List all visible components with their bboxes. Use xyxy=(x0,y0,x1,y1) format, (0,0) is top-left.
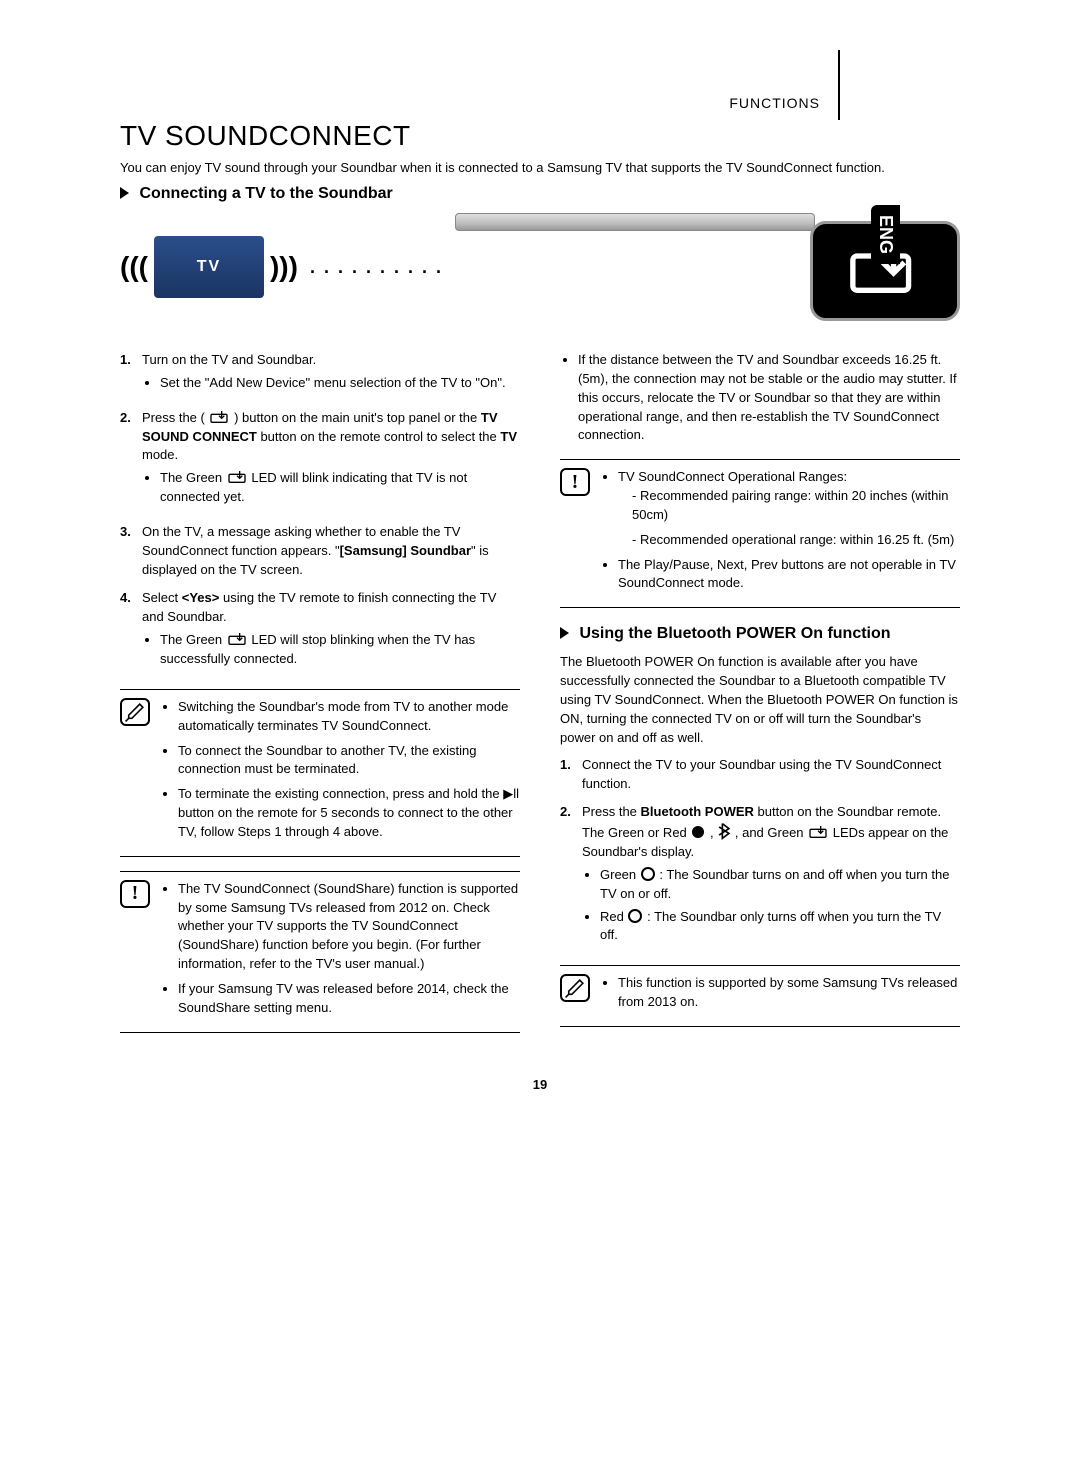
dots-icon: . . . . . . . . . . xyxy=(310,257,443,278)
step-num: 2. xyxy=(560,803,582,951)
step-2a: Press the ( xyxy=(142,410,205,425)
note-c1a: Recommended pairing range: within 20 inc… xyxy=(632,487,960,525)
pencil-icon xyxy=(564,977,586,999)
bt-sub-r-b: : The Soundbar only turns off when you t… xyxy=(600,909,941,943)
source-icon xyxy=(208,409,230,425)
manual-page: FUNCTIONS ENG TV SOUNDCONNECT You can en… xyxy=(0,0,1080,1152)
step-3: 3. On the TV, a message asking whether t… xyxy=(120,523,520,580)
step-1-sub: Set the "Add New Device" menu selection … xyxy=(160,374,506,393)
step-2-sub-a: The Green xyxy=(160,470,226,485)
note-b1: The TV SoundConnect (SoundShare) functio… xyxy=(178,880,520,974)
step-3bold: [Samsung] Soundbar xyxy=(340,543,471,558)
bt-intro: The Bluetooth POWER On function is avail… xyxy=(560,653,960,747)
note-icon xyxy=(120,698,150,726)
page-number: 19 xyxy=(120,1077,960,1092)
note-box-bt-support: This function is supported by some Samsu… xyxy=(560,965,960,1027)
step-num: 4. xyxy=(120,589,142,674)
note-body: The TV SoundConnect (SoundShare) functio… xyxy=(160,880,520,1024)
bt-step-1-text: Connect the TV to your Soundbar using th… xyxy=(582,756,960,794)
bt-2c: , xyxy=(710,825,717,840)
step-2bold2: TV xyxy=(500,429,517,444)
bluetooth-icon xyxy=(717,822,731,840)
step-num: 1. xyxy=(120,351,142,399)
note-body: TV SoundConnect Operational Ranges: Reco… xyxy=(600,468,960,599)
bt-sub-red: Red : The Soundbar only turns off when y… xyxy=(600,908,960,946)
source-icon xyxy=(807,824,829,840)
bt-step-2: 2. Press the Bluetooth POWER button on t… xyxy=(560,803,960,951)
bt-2bold: Bluetooth POWER xyxy=(641,804,754,819)
page-title: TV SOUNDCONNECT xyxy=(120,120,960,152)
tv-screen: TV xyxy=(154,236,264,298)
note-b2: If your Samsung TV was released before 2… xyxy=(178,980,520,1018)
led-circle-icon xyxy=(640,866,656,882)
bt-2d: , and Green xyxy=(735,825,807,840)
note-d1: This function is supported by some Samsu… xyxy=(618,974,960,1012)
intro-text: You can enjoy TV sound through your Soun… xyxy=(120,160,960,175)
connection-diagram: ((( TV ))) . . . . . . . . . . Connect xyxy=(120,213,960,321)
step-4: 4. Select <Yes> using the TV remote to f… xyxy=(120,589,520,674)
subhead-bluetooth-text: Using the Bluetooth POWER On function xyxy=(579,625,890,642)
subhead-bluetooth: Using the Bluetooth POWER On function xyxy=(560,622,960,645)
pencil-icon xyxy=(124,701,146,723)
step-2-sub: The Green LED will blink indicating that… xyxy=(160,469,520,507)
note-c1b: Recommended operational range: within 16… xyxy=(632,531,960,550)
subhead-connecting: Connecting a TV to the Soundbar xyxy=(120,185,960,203)
note-a2: To connect the Soundbar to another TV, t… xyxy=(178,742,520,780)
led-circle-icon xyxy=(690,824,706,840)
tv-illustration: TV xyxy=(154,236,264,298)
note-box-ranges: ! TV SoundConnect Operational Ranges: Re… xyxy=(560,459,960,608)
step-2c: button on the remote control to select t… xyxy=(257,429,501,444)
bt-steps: 1. Connect the TV to your Soundbar using… xyxy=(560,756,960,952)
step-4bold: <Yes> xyxy=(182,590,220,605)
step-num: 1. xyxy=(560,756,582,794)
body-columns: 1. Turn on the TV and Soundbar. Set the … xyxy=(120,351,960,1047)
source-icon xyxy=(226,631,248,647)
waves-left-icon: ((( xyxy=(120,253,148,281)
note-icon xyxy=(560,974,590,1002)
led-circle-icon xyxy=(627,908,643,924)
step-2: 2. Press the ( ) button on the main unit… xyxy=(120,409,520,513)
step-4-sub: The Green LED will stop blinking when th… xyxy=(160,631,520,669)
soundbar-illustration xyxy=(455,213,815,231)
step-2b: ) button on the main unit's top panel or… xyxy=(234,410,481,425)
caution-icon: ! xyxy=(560,468,590,496)
triangle-bullet-icon xyxy=(120,187,129,199)
caution-icon: ! xyxy=(120,880,150,908)
note-a3: To terminate the existing connection, pr… xyxy=(178,785,520,842)
note-body: Switching the Soundbar's mode from TV to… xyxy=(160,698,520,848)
note-c1: TV SoundConnect Operational Ranges: Reco… xyxy=(618,468,960,549)
step-num: 3. xyxy=(120,523,142,580)
step-num: 2. xyxy=(120,409,142,513)
left-column: 1. Turn on the TV and Soundbar. Set the … xyxy=(120,351,520,1047)
note-box-warning: ! The TV SoundConnect (SoundShare) funct… xyxy=(120,871,520,1033)
bt-sub-r-a: Red xyxy=(600,909,627,924)
note-c2: The Play/Pause, Next, Prev buttons are n… xyxy=(618,556,960,594)
triangle-bullet-icon xyxy=(560,627,569,639)
bt-sub-g-a: Green xyxy=(600,867,640,882)
note-c1-text: TV SoundConnect Operational Ranges: xyxy=(618,469,847,484)
note-box-tips: Switching the Soundbar's mode from TV to… xyxy=(120,689,520,857)
source-icon xyxy=(226,469,248,485)
section-label: FUNCTIONS xyxy=(729,95,820,111)
step-4-sub-a: The Green xyxy=(160,632,226,647)
step-1-text: Turn on the TV and Soundbar. xyxy=(142,352,316,367)
bt-step-1: 1. Connect the TV to your Soundbar using… xyxy=(560,756,960,794)
step-2d: mode. xyxy=(142,447,178,462)
step-1: 1. Turn on the TV and Soundbar. Set the … xyxy=(120,351,520,399)
note-a1: Switching the Soundbar's mode from TV to… xyxy=(178,698,520,736)
bt-2a: Press the xyxy=(582,804,641,819)
header-rule xyxy=(838,50,840,120)
right-column: If the distance between the TV and Sound… xyxy=(560,351,960,1047)
right-cont-li: If the distance between the TV and Sound… xyxy=(578,351,960,445)
bt-sub-green: Green : The Soundbar turns on and off wh… xyxy=(600,866,960,904)
subhead-connecting-text: Connecting a TV to the Soundbar xyxy=(139,185,392,202)
waves-right-icon: ))) xyxy=(270,253,298,281)
connect-steps: 1. Turn on the TV and Soundbar. Set the … xyxy=(120,351,520,675)
note-body: This function is supported by some Samsu… xyxy=(600,974,960,1018)
step-4a: Select xyxy=(142,590,182,605)
language-tab: ENG xyxy=(871,205,900,264)
